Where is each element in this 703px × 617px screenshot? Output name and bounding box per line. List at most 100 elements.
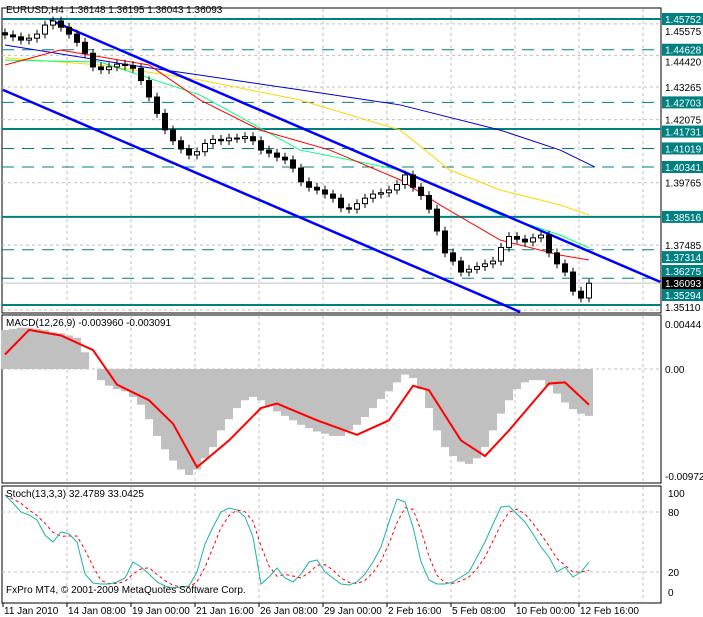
macd-histogram-bar	[505, 369, 513, 401]
macd-tick-label: 0.00	[665, 365, 685, 376]
candle-body	[258, 140, 264, 151]
time-axis-label: 26 Jan 08:00	[260, 606, 318, 617]
macd-histogram-bar	[185, 369, 193, 476]
macd-histogram-bar	[345, 369, 353, 431]
macd-histogram-bar	[529, 369, 537, 381]
time-axis-label: 10 Feb 00:00	[516, 606, 575, 617]
macd-histogram-bar	[449, 369, 457, 457]
macd-histogram-bar	[265, 369, 273, 406]
macd-histogram-bar	[145, 369, 153, 420]
macd-histogram-bar	[585, 369, 593, 416]
macd-histogram-bar	[473, 369, 481, 459]
macd-histogram-bar	[121, 369, 129, 392]
price-tick-label: 1.42075	[665, 116, 702, 127]
macd-histogram-bar	[465, 369, 473, 464]
macd-histogram-bar	[497, 369, 505, 414]
macd-label: MACD(12,26,9) -0.003960 -0.003091	[6, 318, 172, 329]
time-axis-label: 2 Feb 16:00	[388, 606, 442, 617]
candle-body	[354, 203, 360, 210]
macd-histogram-bar	[177, 369, 185, 470]
level-price-tag	[662, 265, 703, 277]
macd-histogram-bar	[1, 329, 9, 369]
macd-histogram-bar	[313, 369, 321, 432]
moving-average-line	[4, 44, 596, 168]
candle-body	[10, 34, 16, 38]
stoch-tick-label: 80	[668, 508, 680, 519]
level-price-label: 1.40341	[665, 163, 702, 174]
level-price-label: 1.37314	[665, 253, 702, 264]
macd-histogram-bar	[25, 327, 33, 369]
stoch-tick-label: 100	[668, 489, 685, 500]
macd-histogram-bar	[401, 369, 409, 375]
candle-body	[402, 174, 408, 186]
macd-histogram-bar	[105, 369, 113, 386]
candle-body	[466, 268, 472, 273]
macd-histogram-bar	[169, 369, 177, 461]
stoch-pane	[1, 485, 662, 604]
level-price-label: 1.41019	[665, 144, 702, 155]
candle-body	[266, 149, 272, 154]
candle-body	[242, 136, 248, 140]
level-price-label: 1.42703	[665, 98, 702, 109]
macd-histogram-bar	[225, 369, 233, 420]
candle-body	[506, 235, 512, 248]
candle-body	[554, 252, 560, 265]
macd-histogram-bar	[433, 369, 441, 431]
macd-signal-line	[4, 328, 590, 469]
macd-histogram-bar	[41, 329, 49, 369]
candle-body	[298, 167, 304, 183]
macd-histogram-bar	[33, 328, 41, 369]
current-price-label: 1.36093	[665, 279, 702, 290]
candle-body	[442, 230, 448, 254]
time-axis-label: 12 Feb 16:00	[580, 606, 639, 617]
candle-body	[218, 138, 224, 142]
high-value: 1.36195	[108, 5, 145, 16]
candle-body	[378, 192, 384, 195]
macd-histogram-bar	[329, 369, 337, 436]
macd-histogram-bar	[417, 369, 425, 390]
macd-histogram-bar	[537, 369, 545, 381]
candle-body	[546, 234, 552, 254]
moving-average-line	[4, 57, 590, 216]
candle-body	[426, 194, 432, 210]
time-axis-label: 21 Jan 16:00	[196, 606, 254, 617]
time-axis-label: 29 Jan 00:00	[324, 606, 382, 617]
candle-body	[98, 66, 104, 71]
open-value: 1.36148	[69, 5, 106, 16]
moving-average-line	[4, 49, 590, 261]
macd-histogram-bar	[281, 369, 289, 416]
candle-body	[234, 137, 240, 140]
candle-body	[490, 260, 496, 265]
level-price-tag	[662, 43, 703, 56]
current-price-tag	[662, 277, 703, 289]
stoch-tick-label: 20	[668, 568, 680, 579]
macd-histogram-bar	[361, 369, 369, 417]
candle-body	[458, 260, 464, 273]
candle-body	[202, 142, 208, 153]
candle-body	[274, 152, 280, 158]
candle-body	[2, 32, 8, 36]
main-pane	[1, 7, 662, 314]
candle-body	[146, 80, 152, 98]
candle-body	[522, 238, 528, 243]
candle-body	[90, 52, 96, 68]
channel-trendline	[49, 18, 661, 284]
candle-body	[114, 63, 120, 68]
candle-body	[170, 129, 176, 142]
candle-body	[18, 36, 24, 41]
candle-body	[138, 67, 144, 82]
macd-histogram-bar	[385, 369, 393, 392]
candle-body	[530, 237, 536, 243]
candle-body	[586, 282, 592, 299]
candle-body	[386, 189, 392, 194]
macd-histogram-bar	[481, 369, 489, 448]
level-price-tag	[662, 125, 703, 138]
macd-histogram-bar	[337, 369, 345, 436]
macd-histogram-bar	[9, 328, 17, 369]
time-axis-label: 19 Jan 00:00	[132, 606, 190, 617]
macd-histogram-bar	[409, 369, 417, 378]
macd-pane	[1, 314, 662, 484]
candle-body	[418, 186, 424, 196]
